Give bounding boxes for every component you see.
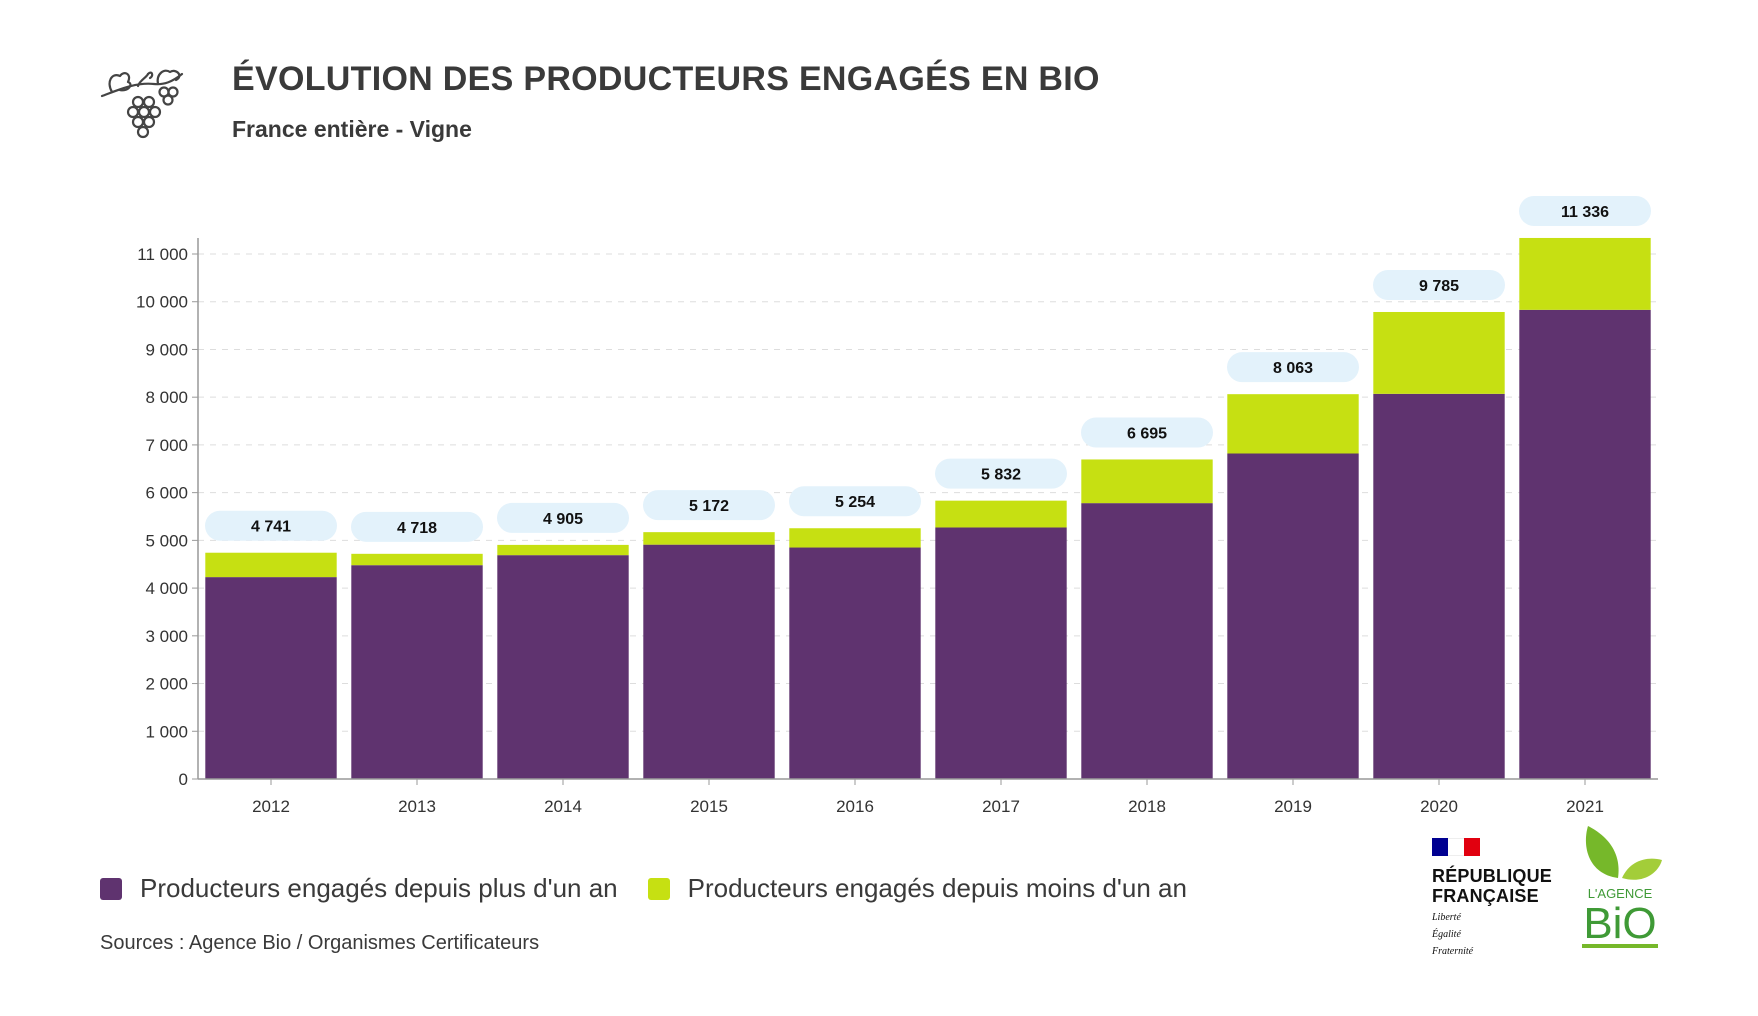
y-tick-label: 1 000	[145, 722, 188, 741]
total-label: 6 695	[1127, 425, 1167, 442]
total-label: 5 254	[835, 494, 875, 511]
y-tick-label: 9 000	[145, 340, 188, 359]
bar-long-term	[205, 577, 337, 779]
y-tick-label: 10 000	[136, 293, 188, 312]
republique-motto-3: Fraternité	[1432, 946, 1474, 957]
x-tick-label: 2020	[1420, 797, 1458, 816]
bar-new	[643, 532, 775, 545]
x-tick-label: 2013	[398, 797, 436, 816]
total-label-bg	[1227, 352, 1359, 383]
total-label: 5 172	[689, 498, 729, 515]
bar-new	[205, 552, 337, 578]
total-label: 5 832	[981, 467, 1021, 484]
x-tick-label: 2014	[544, 797, 582, 816]
bar-long-term	[1227, 453, 1359, 779]
agence-bio-logo: L'AGENCE BiO	[1582, 826, 1662, 948]
bar-long-term	[935, 527, 1067, 779]
y-tick-label: 3 000	[145, 627, 188, 646]
legend-item-long-term: Producteurs engagés depuis plus d'un an	[100, 873, 618, 904]
bar-long-term	[351, 565, 483, 779]
legend-swatch-long-term	[100, 877, 122, 900]
total-label-bg	[1081, 417, 1213, 448]
total-label: 11 336	[1561, 204, 1609, 221]
republique-motto-1: Liberté	[1432, 912, 1461, 923]
page-title: ÉVOLUTION DES PRODUCTEURS ENGAGÉS EN BIO	[232, 60, 1100, 98]
y-tick-label: 6 000	[145, 484, 188, 503]
total-label: 4 741	[251, 519, 291, 536]
agence-bio-line2: BiO	[1583, 899, 1656, 948]
legend-label-new: Producteurs engagés depuis moins d'un an	[687, 873, 1187, 903]
bar-new	[789, 528, 921, 548]
bar-long-term	[1519, 309, 1651, 779]
grape-vine-icon	[100, 69, 184, 139]
total-label-bg	[789, 486, 921, 517]
republique-motto-2: Égalité	[1432, 929, 1461, 940]
x-tick-label: 2017	[982, 797, 1020, 816]
total-label: 4 905	[543, 511, 583, 528]
y-tick-label: 4 000	[145, 579, 188, 598]
republique-francaise-logo: RÉPUBLIQUE FRANÇAISE Liberté Égalité Fra…	[1432, 838, 1562, 957]
y-tick-label: 7 000	[145, 436, 188, 455]
y-tick-label: 0	[179, 770, 188, 789]
x-tick-label: 2021	[1566, 797, 1604, 816]
y-tick-label: 11 000	[137, 245, 188, 264]
bar-new	[935, 500, 1067, 528]
y-tick-label: 5 000	[145, 531, 188, 550]
bar-new	[497, 544, 629, 556]
total-label-bg	[935, 458, 1067, 489]
bar-new	[1227, 394, 1359, 454]
total-label: 9 785	[1419, 278, 1459, 295]
legend-label-long-term: Producteurs engagés depuis plus d'un an	[140, 873, 618, 903]
total-label: 4 718	[397, 520, 437, 537]
agence-bio-line1: L'AGENCE	[1588, 886, 1653, 901]
total-label-bg	[497, 502, 629, 533]
legend-item-new: Producteurs engagés depuis moins d'un an	[647, 873, 1187, 904]
x-tick-label: 2018	[1128, 797, 1166, 816]
x-tick-label: 2019	[1274, 797, 1312, 816]
bar-long-term	[1373, 393, 1505, 779]
republique-name-line2: FRANÇAISE	[1432, 886, 1539, 906]
x-tick-label: 2016	[836, 797, 874, 816]
y-tick-label: 2 000	[145, 675, 188, 694]
republique-name-line1: RÉPUBLIQUE	[1432, 866, 1553, 886]
bar-long-term	[1081, 503, 1213, 779]
sources-note: Sources : Agence Bio / Organismes Certif…	[100, 932, 540, 954]
total-label-bg	[1373, 269, 1505, 300]
legend-swatch-new	[647, 877, 670, 900]
bar-long-term	[789, 547, 921, 779]
x-tick-label: 2012	[252, 797, 290, 816]
y-tick-label: 8 000	[145, 388, 188, 407]
total-label-bg	[1519, 195, 1651, 226]
page-subtitle: France entière - Vigne	[232, 116, 472, 142]
bar-long-term	[643, 544, 775, 779]
total-label-bg	[643, 490, 775, 521]
total-label: 8 063	[1273, 360, 1313, 377]
bar-new	[1519, 237, 1651, 310]
french-flag-icon	[1432, 838, 1480, 856]
total-label-bg	[205, 510, 337, 541]
bar-new	[351, 553, 483, 566]
bar-new	[1081, 459, 1213, 504]
bar-new	[1373, 311, 1505, 394]
bar-long-term	[497, 555, 629, 779]
x-tick-label: 2015	[690, 797, 728, 816]
chart-legend: Producteurs engagés depuis plus d'un an …	[100, 873, 1217, 904]
total-label-bg	[351, 511, 483, 542]
